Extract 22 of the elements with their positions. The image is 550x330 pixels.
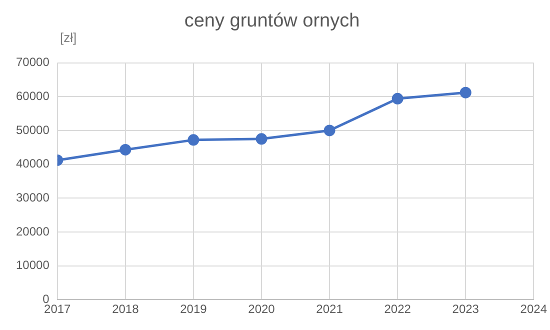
point: [120, 144, 132, 156]
x-tick-label: 2023: [452, 302, 480, 316]
y-tick-label: 60000: [16, 88, 50, 103]
y-tick-label: 20000: [16, 224, 50, 238]
x-tick-label: 2022: [384, 302, 412, 316]
point: [324, 124, 336, 136]
point: [392, 92, 404, 104]
y-axis-title: [zł]: [60, 30, 77, 45]
x-tick-label: 2024: [520, 302, 548, 316]
chart-title: ceny gruntów ornych: [184, 10, 360, 32]
y-tick-label: 70000: [16, 55, 50, 70]
y-tick-label: 10000: [16, 258, 50, 272]
x-tick-label: 2019: [180, 302, 208, 316]
y-tick-label: 30000: [16, 190, 50, 204]
x-tick-label: 2020: [248, 302, 276, 316]
x-tick-label: 2021: [316, 302, 344, 316]
x-tick-label: 2018: [112, 302, 140, 316]
point: [188, 134, 200, 146]
y-tick-label: 40000: [16, 156, 50, 171]
y-tick-label: 50000: [16, 122, 50, 137]
point: [256, 133, 268, 145]
point: [460, 86, 472, 98]
